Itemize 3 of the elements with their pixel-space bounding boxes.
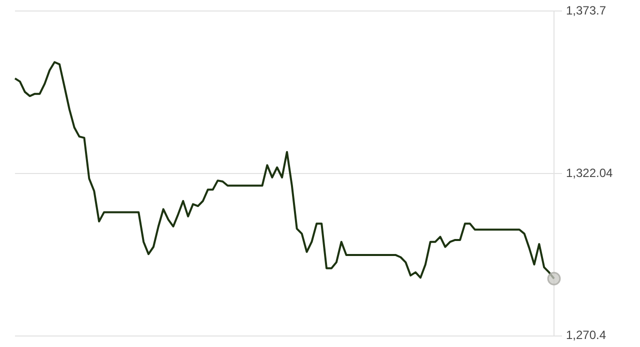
- y-tick-label: 1,322.04: [566, 166, 614, 180]
- y-tick-label: 1,373.7: [566, 4, 606, 18]
- y-tick-label: 1,270.4: [566, 328, 606, 342]
